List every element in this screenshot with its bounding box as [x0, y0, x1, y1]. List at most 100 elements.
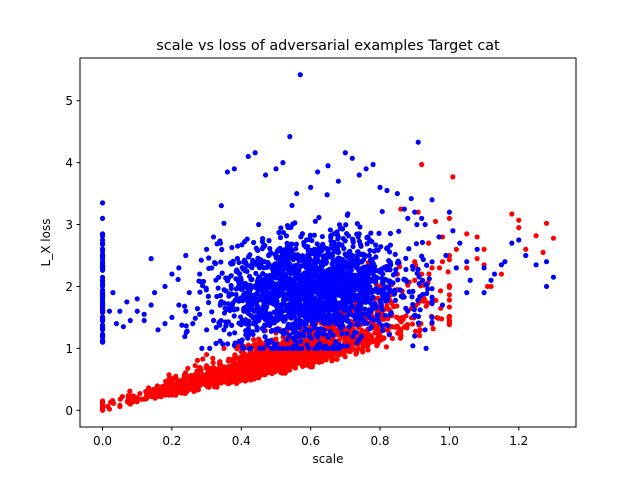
scatter-point-blue	[327, 299, 333, 306]
scatter-point-blue	[262, 242, 268, 249]
scatter-point-red	[127, 401, 133, 407]
scatter-point-blue	[358, 243, 364, 249]
scatter-point-blue	[198, 257, 204, 263]
scatter-point-blue	[349, 276, 355, 283]
scatter-point-blue	[297, 280, 303, 287]
scatter-point-blue	[453, 265, 459, 271]
scatter-point-red	[488, 283, 494, 290]
scatter-point-blue	[278, 304, 284, 311]
scatter-point-blue	[276, 229, 282, 236]
scatter-point-blue	[305, 252, 311, 258]
scatter-point-red	[446, 215, 452, 221]
scatter-point-blue	[278, 281, 285, 288]
scatter-point-blue	[199, 345, 205, 351]
scatter-point-blue	[363, 166, 369, 172]
scatter-point-red	[99, 400, 106, 406]
scatter-point-red	[117, 402, 123, 408]
scatter-point-blue	[273, 166, 279, 172]
scatter-point-blue	[284, 336, 290, 343]
scatter-point-blue	[379, 323, 385, 329]
scatter-point-blue	[320, 270, 326, 276]
scatter-point-blue	[219, 246, 225, 253]
scatter-point-blue	[279, 345, 285, 351]
scatter-point-red	[218, 369, 224, 375]
scatter-point-red	[365, 337, 371, 343]
scatter-point-red	[106, 406, 113, 412]
scatter-point-blue	[405, 308, 411, 314]
scatter-point-blue	[305, 278, 311, 284]
scatter-point-blue	[309, 237, 315, 244]
scatter-point-blue	[217, 292, 224, 299]
scatter-point-blue	[401, 206, 407, 212]
scatter-point-blue	[516, 237, 522, 243]
scatter-point-blue	[362, 306, 368, 312]
scatter-point-blue	[380, 327, 386, 334]
scatter-point-red	[127, 388, 133, 394]
scatter-point-blue	[110, 290, 116, 296]
scatter-point-blue	[251, 308, 257, 314]
scatter-point-blue	[356, 307, 362, 314]
scatter-point-blue	[224, 169, 231, 175]
scatter-point-blue	[340, 235, 346, 242]
scatter-point-blue	[241, 308, 247, 314]
scatter-point-blue	[213, 340, 219, 347]
scatter-point-blue	[533, 262, 539, 268]
scatter-point-blue	[373, 247, 380, 253]
scatter-point-blue	[316, 340, 322, 346]
scatter-point-red	[181, 375, 187, 382]
scatter-point-blue	[379, 279, 386, 286]
scatter-point-blue	[324, 192, 330, 198]
scatter-point-blue	[364, 271, 371, 277]
scatter-point-blue	[99, 252, 106, 259]
scatter-point-blue	[425, 286, 431, 292]
scatter-point-blue	[314, 287, 320, 293]
scatter-point-red	[509, 211, 515, 217]
scatter-point-blue	[410, 343, 416, 349]
scatter-point-red	[151, 389, 158, 395]
scatter-point-blue	[335, 313, 342, 319]
scatter-point-blue	[204, 327, 210, 333]
scatter-point-blue	[99, 240, 106, 246]
scatter-point-blue	[360, 278, 366, 284]
scatter-point-blue	[330, 332, 336, 338]
scatter-point-blue	[339, 321, 345, 328]
scatter-point-red	[236, 378, 242, 384]
scatter-point-blue	[333, 321, 339, 327]
scatter-point-blue	[247, 252, 253, 258]
x-tick-label: 0.0	[93, 434, 112, 448]
scatter-point-red	[270, 367, 276, 373]
scatter-point-blue	[377, 298, 383, 304]
scatter-point-blue	[255, 247, 261, 254]
scatter-point-blue	[306, 333, 312, 339]
scatter-point-blue	[245, 153, 251, 160]
scatter-point-blue	[271, 320, 277, 326]
x-tick-label: 0.6	[301, 434, 320, 448]
scatter-point-blue	[99, 277, 106, 283]
scatter-point-blue	[360, 264, 367, 271]
scatter-point-blue	[446, 209, 452, 215]
scatter-point-blue	[411, 306, 417, 313]
scatter-point-blue	[410, 301, 416, 308]
scatter-point-blue	[113, 321, 120, 327]
scatter-point-blue	[182, 303, 188, 309]
scatter-point-blue	[236, 283, 242, 289]
scatter-point-blue	[209, 309, 215, 315]
scatter-point-blue	[226, 293, 232, 299]
scatter-point-blue	[284, 262, 290, 269]
scatter-point-blue	[250, 315, 257, 321]
scatter-point-blue	[394, 190, 400, 197]
scatter-point-red	[416, 333, 423, 339]
scatter-point-red	[200, 356, 206, 362]
scatter-point-blue	[491, 271, 498, 277]
scatter-point-blue	[245, 326, 252, 332]
scatter-point-red	[210, 360, 216, 366]
scatter-point-blue	[336, 279, 342, 285]
scatter-point-red	[231, 373, 238, 379]
scatter-point-blue	[295, 302, 302, 308]
scatter-point-blue	[523, 252, 529, 259]
scatter-point-blue	[355, 249, 361, 255]
scatter-point-blue	[298, 234, 304, 240]
scatter-point-blue	[267, 311, 273, 317]
scatter-point-blue	[304, 237, 310, 243]
scatter-point-blue	[443, 252, 449, 259]
